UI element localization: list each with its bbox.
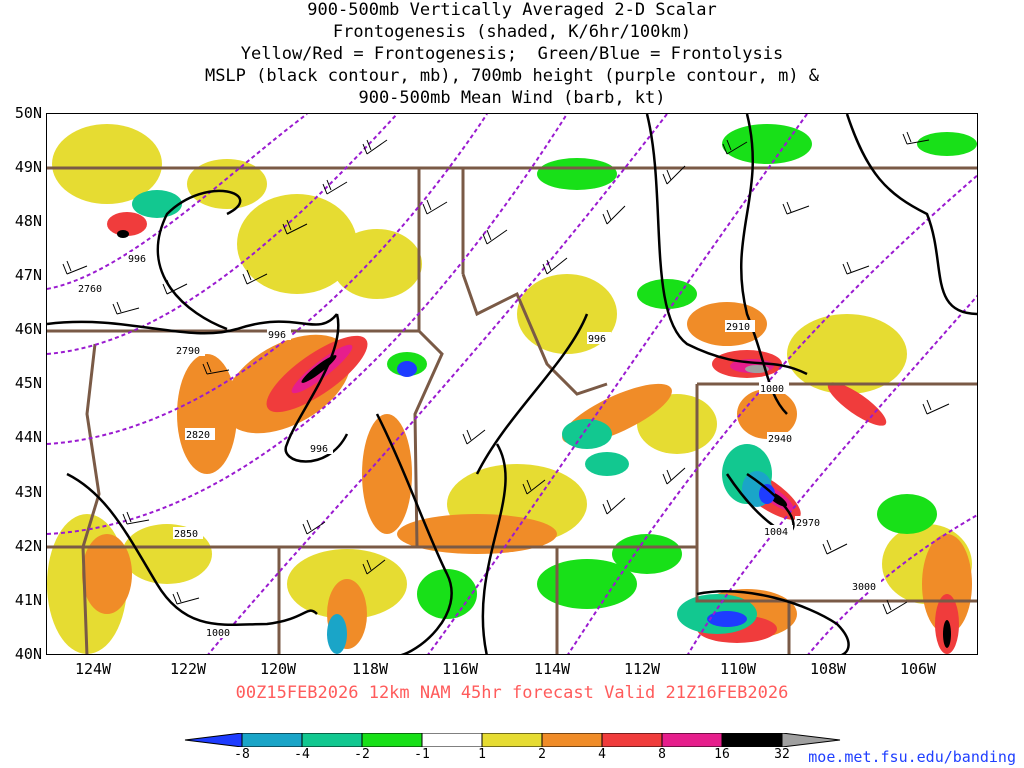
lat-label-48n: 48N (14, 212, 42, 230)
lat-label-42n: 42N (14, 537, 42, 555)
colorbar-label: -4 (294, 747, 310, 762)
lon-label-122w: 122W (169, 660, 207, 678)
colorbar-cell (601, 733, 663, 747)
forecast-valid-time: 00Z15FEB2026 12km NAM 45hr forecast Vali… (235, 683, 789, 703)
wind-barbs (62, 131, 950, 615)
colorbar-cell (301, 733, 363, 747)
height-label: 2970 (796, 518, 820, 529)
colorbar-cell-lt-8 (184, 733, 243, 747)
colorbar-label: 1 (478, 747, 486, 762)
lon-label-110w: 110W (719, 660, 757, 678)
colorbar-cell (241, 733, 303, 747)
lon-label-112w: 112W (623, 660, 661, 678)
colorbar-cell (661, 733, 723, 747)
lat-label-40n: 40N (14, 645, 42, 663)
colorbar-cell-gt-32 (781, 733, 841, 747)
map-canvas: 996 996 996 996 1000 1000 1004 2760 2790… (47, 114, 977, 654)
lon-label-108w: 108W (809, 660, 847, 678)
frontogenesis-shading (47, 124, 977, 654)
lat-label-46n: 46N (14, 320, 42, 338)
title-line-2: Frontogenesis (shaded, K/6hr/100km) (332, 22, 692, 42)
lat-label-49n: 49N (14, 158, 42, 176)
colorbar-label: 16 (714, 747, 730, 762)
mslp-label: 996 (268, 330, 286, 341)
height-label: 2940 (768, 434, 792, 445)
source-url: moe.met.fsu.edu/banding (808, 748, 1016, 766)
map-panel: 996 996 996 996 1000 1000 1004 2760 2790… (46, 113, 978, 655)
colorbar-cell (481, 733, 543, 747)
height-label: 2910 (726, 322, 750, 333)
colorbar-cell (361, 733, 423, 747)
contour-labels: 996 996 996 996 1000 1000 1004 2760 2790… (77, 252, 881, 639)
lon-label-116w: 116W (441, 660, 479, 678)
height-label: 2850 (174, 529, 198, 540)
mslp-label: 1004 (764, 527, 788, 538)
colorbar-label: 4 (598, 747, 606, 762)
height-label: 2760 (78, 284, 102, 295)
title-line-5: 900-500mb Mean Wind (barb, kt) (358, 88, 666, 108)
mslp-label: 1000 (206, 628, 230, 639)
colorbar-cell (721, 733, 783, 747)
height-label: 3000 (852, 582, 876, 593)
colorbar-label: 8 (658, 747, 666, 762)
title-line-3: Yellow/Red = Frontogenesis; Green/Blue =… (240, 44, 784, 64)
colorbar-label: 32 (774, 747, 790, 762)
lon-label-118w: 118W (351, 660, 389, 678)
title-line-1: 900-500mb Vertically Averaged 2-D Scalar (307, 0, 717, 20)
height-contours (47, 114, 977, 654)
lon-label-120w: 120W (259, 660, 297, 678)
colorbar-cell (421, 733, 483, 747)
title-line-4: MSLP (black contour, mb), 700mb height (… (204, 66, 820, 86)
colorbar-label: -1 (414, 747, 430, 762)
colorbar-label: -8 (234, 747, 250, 762)
colorbar-label: -2 (354, 747, 370, 762)
mslp-label: 996 (310, 444, 328, 455)
lon-label-106w: 106W (899, 660, 937, 678)
lon-label-124w: 124W (74, 660, 112, 678)
lon-label-114w: 114W (533, 660, 571, 678)
colorbar-label: 2 (538, 747, 546, 762)
mslp-label: 996 (588, 334, 606, 345)
lat-label-44n: 44N (14, 428, 42, 446)
lat-label-43n: 43N (14, 483, 42, 501)
mslp-label: 1000 (760, 384, 784, 395)
mslp-label: 996 (128, 254, 146, 265)
height-label: 2820 (186, 430, 210, 441)
colorbar-cell (541, 733, 603, 747)
height-label: 2790 (176, 346, 200, 357)
lat-label-50n: 50N (14, 104, 42, 122)
colorbar (184, 733, 841, 747)
lat-label-45n: 45N (14, 374, 42, 392)
lat-label-47n: 47N (14, 266, 42, 284)
lat-label-41n: 41N (14, 591, 42, 609)
